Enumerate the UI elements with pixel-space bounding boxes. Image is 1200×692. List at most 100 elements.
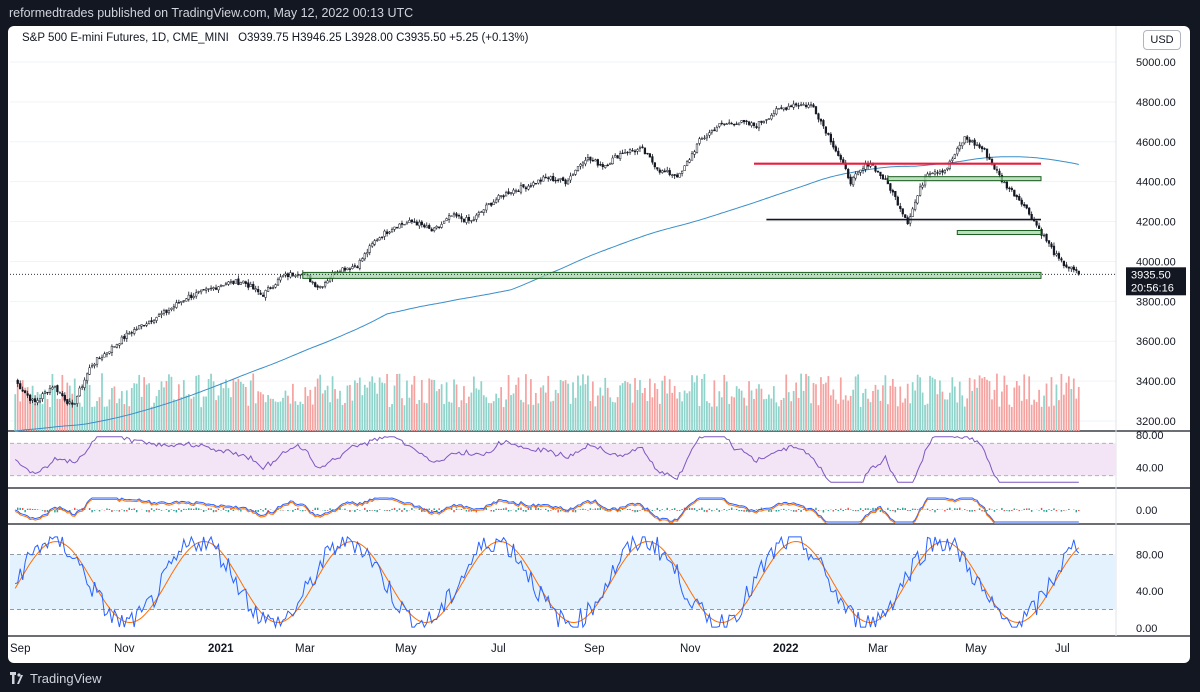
volume-bar [1030, 404, 1033, 431]
symbol-name[interactable]: S&P 500 E-mini Futures, 1D, CME_MINI [22, 32, 229, 44]
candle-body [182, 300, 185, 302]
candle-body [797, 105, 800, 107]
candle-body [772, 113, 775, 117]
candle-body [152, 320, 156, 324]
volume-bar [366, 387, 369, 431]
volume-bar [438, 388, 441, 431]
volume-bar [103, 406, 106, 431]
volume-bar [425, 403, 428, 431]
volume-bar [869, 402, 872, 431]
candle-body [269, 287, 272, 289]
candle-body [549, 176, 552, 180]
chart-panel[interactable]: S&P 500 E-mini Futures, 1D, CME_MINI O39… [8, 26, 1190, 663]
volume-bar [41, 404, 44, 431]
candle-body [103, 353, 106, 358]
volume-bar [296, 404, 299, 431]
volume-bar [448, 401, 450, 431]
currency-button[interactable]: USD [1143, 30, 1181, 50]
candle-body [408, 220, 411, 224]
candle-body [785, 107, 788, 110]
volume-bar [619, 385, 622, 431]
volume-bar [1035, 401, 1038, 431]
volume-bar [443, 403, 445, 431]
candle-body [738, 122, 741, 126]
candle-body [973, 139, 976, 146]
candle-body [884, 178, 887, 180]
volume-bar [120, 391, 123, 431]
volume-bar [559, 379, 562, 431]
candle-body [1057, 253, 1061, 259]
candle-body [938, 171, 942, 174]
volume-bar [1067, 376, 1070, 431]
volume-bar [963, 406, 966, 431]
candle-body [988, 156, 991, 160]
candle-body [544, 176, 547, 179]
volume-bar [693, 382, 696, 431]
candle-body [180, 300, 183, 303]
candle-body [177, 302, 180, 304]
candle-body [998, 170, 1001, 176]
volume-bar [272, 398, 274, 431]
candle-body [509, 192, 513, 194]
volume-bar [958, 381, 961, 431]
candle-body [859, 169, 862, 173]
candle-body [623, 152, 627, 154]
chart-svg[interactable]: 5000.00 4800.00 4600.00 4400.00 4200.00 4000.… [8, 26, 1190, 663]
candle-body [1055, 253, 1058, 256]
candle-body [93, 363, 96, 366]
candle-body [626, 151, 629, 154]
volume-bar [106, 406, 108, 431]
volume-bar [150, 406, 153, 431]
candle-body [579, 164, 582, 167]
volume-bar [267, 394, 269, 431]
volume-bar [805, 373, 807, 431]
candle-body [425, 225, 428, 229]
volume-bar [118, 398, 121, 431]
volume-bar [222, 388, 225, 431]
volume-bar [725, 381, 728, 431]
candle-body [616, 155, 619, 159]
volume-bar [292, 383, 294, 431]
stoch-band [10, 554, 1116, 610]
candle-body [527, 185, 530, 190]
volume-bar [349, 384, 351, 431]
candle-body [599, 164, 602, 166]
candle-body [430, 228, 433, 232]
candle-body [110, 345, 114, 353]
candle-body [651, 156, 654, 163]
volume-bar [453, 379, 455, 431]
candle-body [631, 150, 634, 152]
volume-bar [1003, 375, 1006, 431]
demand-zone [956, 230, 1042, 236]
volume-bar [547, 375, 550, 431]
volume-bar [624, 380, 626, 431]
volume-bar [864, 388, 867, 431]
candle-body [561, 177, 565, 181]
volume-bar [284, 390, 287, 431]
candle-body [514, 190, 518, 192]
candle-body [782, 107, 785, 110]
candle-body [968, 139, 971, 143]
volume-bar [1053, 405, 1055, 431]
candle-body [931, 172, 934, 175]
volume-bar [480, 381, 483, 431]
candle-body [985, 148, 989, 158]
candle-body [26, 393, 29, 396]
volume-bar [777, 406, 780, 431]
candle-body [366, 252, 369, 255]
time-axis-label: Mar [295, 643, 315, 655]
volume-bar [257, 391, 260, 431]
volume-bar [1040, 406, 1043, 431]
candle-body [941, 170, 944, 173]
candle-body [467, 216, 471, 221]
volume-bar [415, 403, 418, 431]
volume-bar [1072, 378, 1075, 431]
candle-body [341, 267, 344, 273]
candle-body [299, 274, 302, 276]
volume-bar [594, 406, 597, 431]
volume-bar [802, 390, 805, 431]
volume-bar [311, 404, 314, 431]
candle-body [542, 176, 545, 182]
time-axis-label: Jul [1055, 643, 1070, 655]
rsi-line [14, 436, 1079, 483]
